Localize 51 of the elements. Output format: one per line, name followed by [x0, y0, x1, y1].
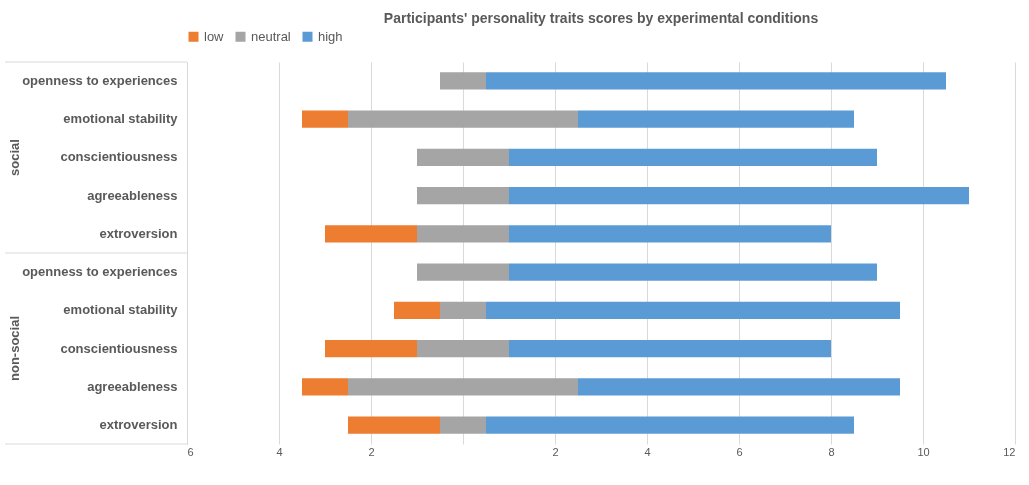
- y-tick-label: agreeableness: [87, 378, 178, 394]
- bar: [325, 225, 417, 243]
- bar: [486, 72, 946, 90]
- x-tick-label: 6: [187, 445, 194, 458]
- x-tick-label: 4: [276, 445, 283, 458]
- y-tick-label: emotional stability: [63, 111, 179, 127]
- bar: [348, 378, 578, 396]
- bar: [578, 378, 900, 396]
- bar: [440, 416, 486, 434]
- bar: [509, 339, 831, 358]
- bar: [302, 378, 348, 396]
- bar: [348, 416, 440, 434]
- bar: [394, 301, 440, 319]
- x-tick-label: 12: [1003, 445, 1016, 458]
- legend-label: neutral: [251, 28, 291, 44]
- y-tick-label: extroversion: [99, 417, 178, 433]
- y-tick-label: extroversion: [99, 225, 178, 241]
- chart-title: Participants' personality traits scores by experimental conditions: [383, 10, 819, 26]
- legend-label: high: [318, 28, 343, 44]
- bar: [578, 110, 854, 128]
- bar: [417, 148, 509, 167]
- x-tick-label: 2: [368, 445, 375, 458]
- x-tick-label: 6: [736, 445, 743, 458]
- bar: [509, 263, 877, 281]
- x-tick-label: 2: [552, 445, 559, 458]
- x-tick-label: 8: [828, 445, 835, 458]
- x-tick-label: 10: [917, 445, 930, 458]
- bar: [417, 263, 509, 281]
- bar: [417, 225, 509, 243]
- y-tick-label: conscientiousness: [60, 340, 178, 356]
- y-tick-label: agreeableness: [87, 187, 178, 203]
- bar: [417, 187, 509, 205]
- bar: [440, 301, 486, 319]
- x-tick-label: 4: [644, 445, 651, 458]
- bar: [302, 110, 348, 128]
- y-tick-label: openness to experiences: [22, 72, 178, 88]
- bar: [486, 416, 854, 434]
- text: non-social: [7, 315, 22, 382]
- bar: [509, 148, 877, 167]
- y-tick-label: emotional stability: [63, 302, 179, 318]
- bar: [417, 339, 509, 358]
- bar: [509, 225, 831, 243]
- bar: [486, 301, 900, 319]
- bar: [348, 110, 578, 128]
- bar: [509, 187, 969, 205]
- y-tick-label: openness to experiences: [22, 264, 178, 280]
- legend-label: low: [204, 28, 225, 44]
- text: social: [7, 139, 22, 176]
- y-tick-label: conscientiousness: [60, 149, 178, 165]
- bar: [440, 72, 486, 90]
- bar: [325, 339, 417, 358]
